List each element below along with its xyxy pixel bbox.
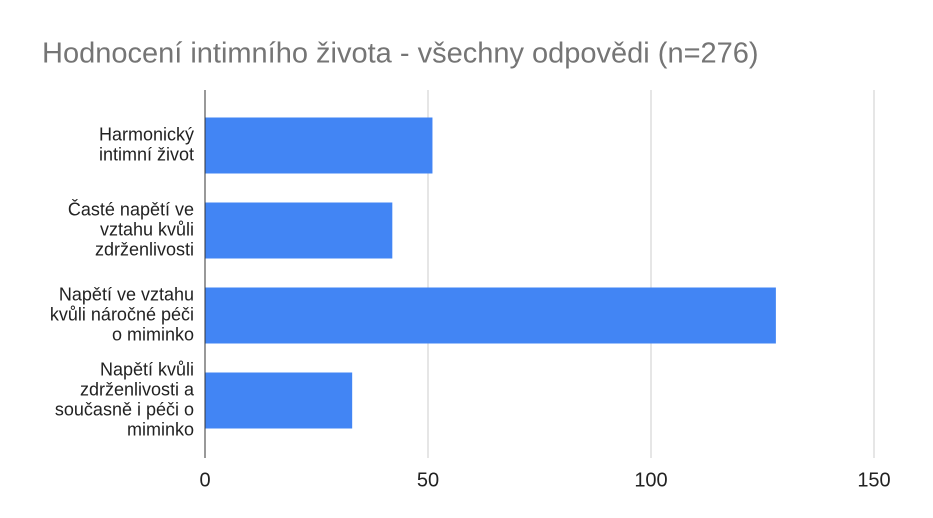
y-tick-label: Napětí ve vztahu kvůli náročné péči o mimi…	[50, 284, 194, 344]
bar	[205, 287, 776, 344]
y-tick-label: Napětí kvůli zdrženlivosti a současně i pé…	[55, 359, 195, 439]
chart-title: Hodnocení intimního života - všechny odp…	[42, 38, 759, 70]
y-tick-label: Časté napětí ve vztahu kvůli zdrženlivosti	[68, 198, 194, 259]
x-tick-label: 100	[634, 469, 667, 491]
bar	[205, 117, 433, 174]
bar	[205, 372, 353, 429]
x-tick-label: 50	[417, 469, 439, 491]
bar	[205, 202, 393, 259]
x-tick-label: 150	[857, 469, 890, 491]
y-tick-label: Harmonický intimní život	[99, 124, 194, 164]
x-tick-label: 0	[199, 469, 210, 491]
